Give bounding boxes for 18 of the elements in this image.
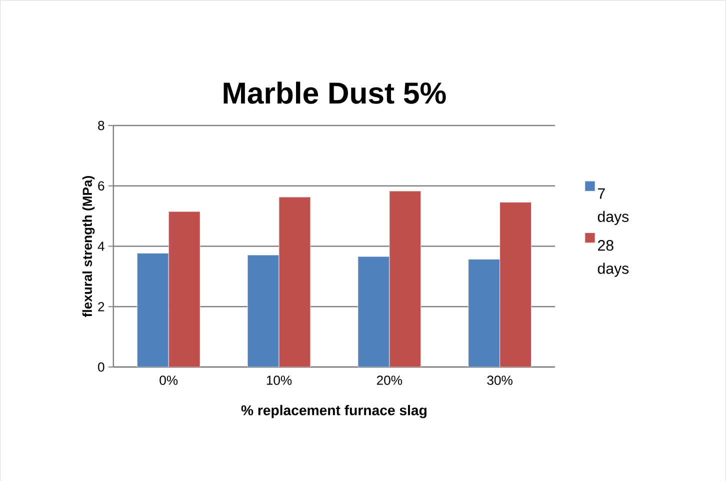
x-tick-label: 0% — [160, 375, 178, 385]
x-tick-label: 30% — [487, 375, 512, 385]
y-axis-title: flexural strength (MPa) — [82, 176, 95, 317]
y-tick-label: 6 — [98, 181, 104, 190]
x-tick-label: 10% — [266, 375, 292, 385]
bar — [389, 190, 422, 367]
x-tick-label: 20% — [376, 375, 402, 385]
x-axis-title: % replacement furnace slag — [241, 404, 426, 418]
bar — [278, 196, 311, 367]
y-tick-label: 4 — [98, 242, 104, 251]
legend-label: 7 days — [598, 188, 629, 225]
bar — [168, 211, 200, 367]
y-tick-label: 0 — [98, 362, 104, 372]
y-tick-label: 8 — [98, 120, 104, 130]
legend-label: 28 days — [598, 240, 629, 277]
bar — [500, 202, 532, 367]
chart-title: Marble Dust 5% — [224, 81, 446, 104]
y-tick-label: 2 — [98, 302, 104, 312]
